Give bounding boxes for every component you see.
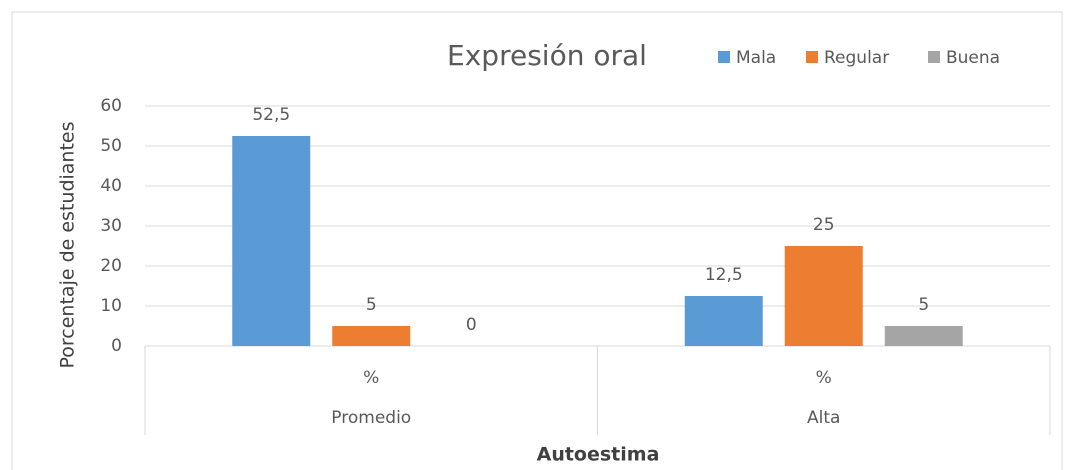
legend-swatch [928, 51, 940, 63]
value-label: 5 [366, 295, 377, 315]
y-tick-label: 10 [100, 296, 122, 316]
group-label: Promedio [331, 408, 411, 428]
chart-title: Expresión oral [447, 39, 647, 72]
y-tick-label: 20 [100, 256, 122, 276]
value-label: 52,5 [252, 105, 290, 125]
y-tick-label: 60 [100, 96, 122, 116]
group-label: Alta [807, 408, 840, 428]
legend-label: Buena [946, 48, 1000, 68]
bar [884, 326, 963, 346]
value-label: 12,5 [705, 265, 743, 285]
value-label: 25 [813, 215, 835, 235]
bar [784, 246, 863, 346]
y-axis-title: Porcentaje de estudiantes [57, 121, 79, 368]
x-tick-label: % [816, 368, 832, 388]
y-tick-label: 0 [111, 336, 122, 356]
value-label: 0 [466, 315, 477, 335]
bar [684, 296, 763, 346]
y-tick-label: 40 [100, 176, 122, 196]
legend-swatch [806, 51, 818, 63]
x-axis-title: Autoestima [537, 444, 660, 466]
bar [332, 326, 411, 346]
bar [232, 136, 311, 346]
y-tick-label: 30 [100, 216, 122, 236]
value-label: 5 [918, 295, 929, 315]
y-tick-label: 50 [100, 136, 122, 156]
chart-border [11, 11, 1063, 470]
legend-swatch [718, 51, 730, 63]
x-tick-label: % [363, 368, 379, 388]
legend-label: Mala [736, 48, 776, 68]
legend-label: Regular [824, 48, 889, 68]
